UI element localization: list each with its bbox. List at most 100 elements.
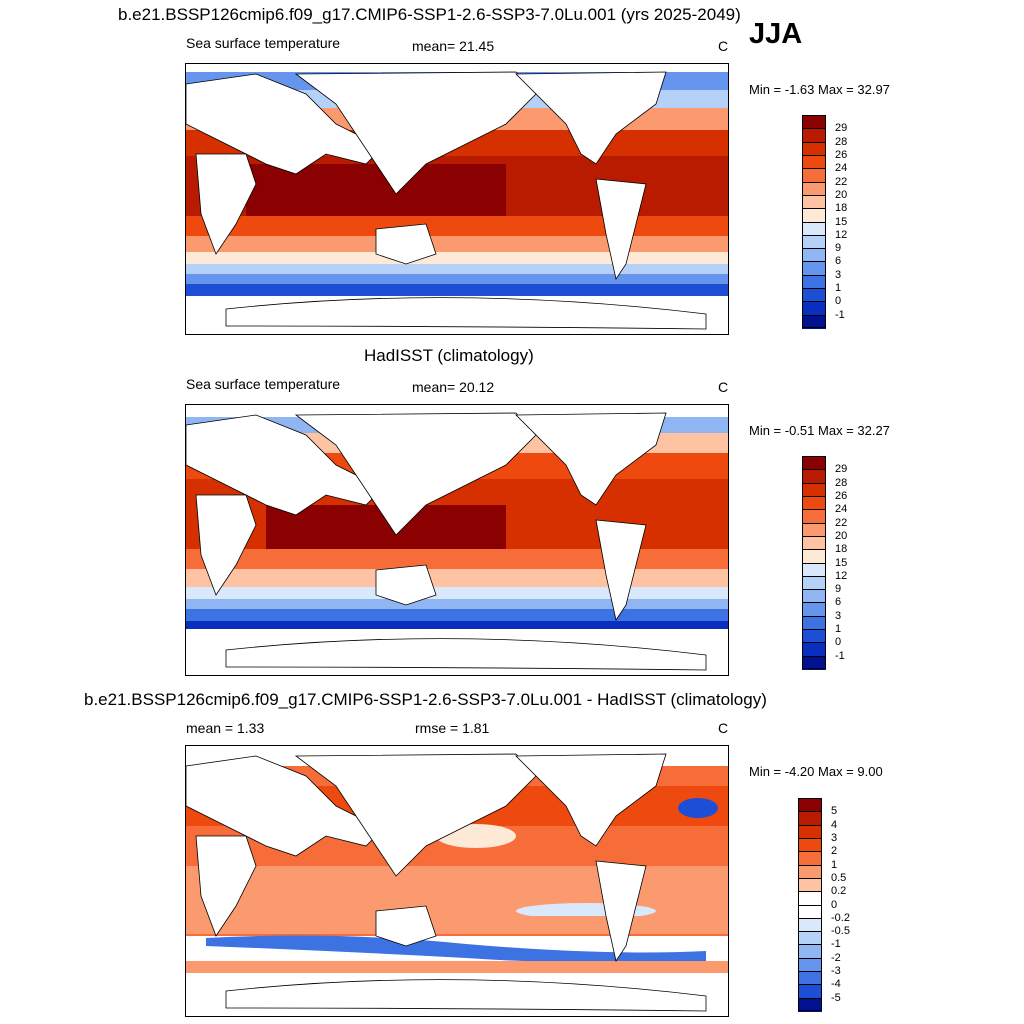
colorbar-tick-label: 18 <box>835 202 848 215</box>
season-label: JJA <box>749 18 803 50</box>
colorbar-tick-label: 29 <box>835 122 848 135</box>
colorbar-tick-label: 3 <box>835 268 842 281</box>
colorbar-tick-label: -4 <box>831 978 841 991</box>
panel1-minmax-label: Min = -1.63 Max = 32.97 <box>749 82 890 97</box>
colorbar-segment <box>802 274 826 289</box>
colorbar-tick-label: 0 <box>835 295 842 308</box>
colorbar-box <box>802 456 826 670</box>
colorbar-segment <box>802 522 826 537</box>
colorbar-segment <box>802 456 826 470</box>
colorbar-segment <box>802 549 826 563</box>
colorbar-segment <box>798 824 822 839</box>
panel3-mean-label: mean = 1.33 <box>186 720 265 736</box>
panel3-rmse-label: rmse = 1.81 <box>415 720 490 736</box>
colorbar-tick-label: 1 <box>831 858 838 871</box>
colorbar-tick-label: 24 <box>835 162 848 175</box>
panel3-colorbar: 5 4 3 2 1 0.5 0.2 0 -0.2 -0.5 -1 -2 -3 -4 -5 <box>798 798 850 1012</box>
colorbar-segment <box>802 208 826 222</box>
panel2-map-svg <box>186 405 728 675</box>
colorbar-segment <box>802 115 826 129</box>
colorbar-segment <box>798 957 822 972</box>
colorbar-segment <box>802 495 826 510</box>
panel2-title: HadISST (climatology) <box>364 346 534 365</box>
colorbar-tick-label: 24 <box>835 503 848 516</box>
colorbar-segment <box>802 168 826 183</box>
panel3-units-label: C <box>718 720 729 736</box>
colorbar-segment <box>798 917 822 932</box>
panel2-colorbar: 29 28 26 24 22 20 18 15 12 9 6 3 1 0 -1 <box>802 456 847 670</box>
colorbar-segment <box>802 575 826 590</box>
colorbar-tick-label: 2 <box>831 845 838 858</box>
colorbar-segment <box>798 997 822 1012</box>
colorbar-box <box>798 798 822 1012</box>
colorbar-outline <box>798 798 822 1011</box>
panel2-field-label: Sea surface temperature <box>186 376 341 392</box>
colorbar-outline <box>802 456 826 669</box>
panel3-title: b.e21.BSSP126cmip6.f09_g17.CMIP6-SSP1-2.… <box>84 690 767 709</box>
colorbar-tick-label: -1 <box>835 649 845 662</box>
colorbar-segment <box>798 864 822 879</box>
colorbar-segment <box>798 931 822 945</box>
colorbar-tick-label: 12 <box>835 228 848 241</box>
colorbar-tick-label: 3 <box>835 609 842 622</box>
colorbar-segment <box>802 261 826 276</box>
colorbar-segment <box>802 629 826 643</box>
panel1-map-svg <box>186 64 728 334</box>
colorbar-tick-label: 1 <box>835 282 842 295</box>
colorbar-tick-label: 3 <box>831 831 838 844</box>
colorbar-segment <box>802 154 826 169</box>
colorbar-segment <box>802 615 826 630</box>
colorbar-segment <box>802 234 826 249</box>
colorbar-segment <box>802 589 826 603</box>
colorbar-segment <box>802 655 826 670</box>
colorbar-segment <box>802 482 826 497</box>
colorbar-tick-label: 0 <box>835 636 842 649</box>
panel3-minmax-label: Min = -4.20 Max = 9.00 <box>749 764 883 779</box>
colorbar-segment <box>802 314 826 329</box>
colorbar-tick-label: 18 <box>835 543 848 556</box>
colorbar-segment <box>802 194 826 209</box>
colorbar-segment <box>802 562 826 577</box>
colorbar-tick-label: -5 <box>831 991 841 1004</box>
colorbar-tick-label: -2 <box>831 951 841 964</box>
colorbar-segment <box>802 509 826 524</box>
colorbar-segment <box>798 811 822 826</box>
colorbar-segment <box>802 288 826 302</box>
colorbar-tick-label: -1 <box>835 308 845 321</box>
colorbar-segment <box>802 469 826 484</box>
colorbar-tick-label: 4 <box>831 818 838 831</box>
colorbar-tick-label: 22 <box>835 516 848 529</box>
colorbar-tick-label: 9 <box>835 583 842 596</box>
colorbar-box <box>802 115 826 329</box>
colorbar-segment <box>798 984 822 999</box>
colorbar-outline <box>802 115 826 328</box>
colorbar-segment <box>798 971 822 985</box>
colorbar-tick-label: 22 <box>835 175 848 188</box>
colorbar-segment <box>802 141 826 156</box>
panel1-title: b.e21.BSSP126cmip6.f09_g17.CMIP6-SSP1-2.… <box>118 5 741 24</box>
colorbar-tick-label: 0.2 <box>831 885 847 898</box>
panel1-mean-label: mean= 21.45 <box>412 38 495 54</box>
colorbar-tick-label: 20 <box>835 529 848 542</box>
colorbar-tick-label: -1 <box>831 938 841 951</box>
colorbar-tick-label: 0.5 <box>831 871 847 884</box>
colorbar-segment <box>798 798 822 812</box>
colorbar-segment <box>798 904 822 919</box>
panel1-field-label: Sea surface temperature <box>186 35 341 51</box>
colorbar-tick-label: -0.5 <box>831 925 850 938</box>
colorbar-tick-label: 5 <box>831 805 838 818</box>
colorbar-tick-label: 26 <box>835 489 848 502</box>
panel2-units-label: C <box>718 379 729 395</box>
colorbar-tick-label: 20 <box>835 188 848 201</box>
colorbar-tick-label: 29 <box>835 463 848 476</box>
colorbar-tick-label: -3 <box>831 965 841 978</box>
panel3-map-svg <box>186 746 728 1016</box>
colorbar-tick-label: 26 <box>835 148 848 161</box>
colorbar-tick-label: 12 <box>835 569 848 582</box>
colorbar-tick-label: 28 <box>835 135 848 148</box>
colorbar-segment <box>798 837 822 852</box>
colorbar-tick-label: 28 <box>835 476 848 489</box>
colorbar-tick-label: 9 <box>835 242 842 255</box>
panel2-mean-label: mean= 20.12 <box>412 379 495 395</box>
colorbar-tick-label: 1 <box>835 623 842 636</box>
